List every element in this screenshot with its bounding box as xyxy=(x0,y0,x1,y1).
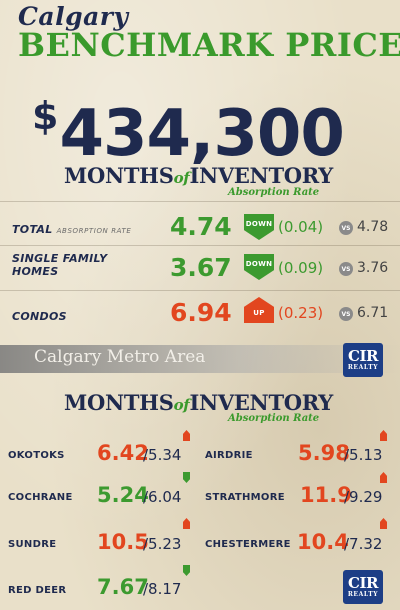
city-value-cochrane: 5.24 xyxy=(97,483,149,507)
city-title: Calgary xyxy=(18,2,129,31)
divider xyxy=(0,245,400,246)
metro-banner xyxy=(0,345,400,373)
city-previous-strathmore: /9.29 xyxy=(344,488,383,506)
divider xyxy=(0,290,400,291)
row-label-total: TOTAL ABSORPTION RATE xyxy=(12,223,131,238)
up-arrow-icon xyxy=(183,518,190,529)
up-arrow-icon xyxy=(183,430,190,441)
city-value-strathmore: 11.9 xyxy=(300,483,352,507)
city-value-airdrie: 5.98 xyxy=(298,441,350,465)
city-previous-chestermere: /7.32 xyxy=(344,535,383,553)
price-amount: 434,300 xyxy=(59,97,344,171)
logo-mark-bottom: CIR xyxy=(348,573,378,592)
down-arrow-icon xyxy=(183,565,190,576)
condos-value: 6.94 xyxy=(170,298,232,327)
single-family-previous: 3.76 xyxy=(357,260,389,276)
logo-mark: CIR xyxy=(348,346,378,365)
down-arrow-icon: DOWN xyxy=(244,254,274,280)
down-arrow-icon xyxy=(183,472,190,483)
benchmark-price-value: $434,300 xyxy=(32,76,345,174)
row-label-single-family: SINGLE FAMILY HOMES xyxy=(12,252,108,278)
cir-realty-logo-bottom: CIR REALTY xyxy=(343,570,383,604)
city-name-red-deer: RED DEER xyxy=(8,585,67,596)
city-name-airdrie: AIRDRIE xyxy=(205,450,253,461)
city-previous-cochrane: /6.04 xyxy=(143,488,182,506)
vs-icon: VS xyxy=(339,221,353,235)
city-name-chestermere: CHESTERMERE xyxy=(205,539,291,550)
price-dollar-sign: $ xyxy=(32,94,58,138)
section1-heading: MONTHSofINVENTORY xyxy=(64,163,333,188)
total-change: (0.04) xyxy=(278,218,324,236)
city-previous-airdrie: /5.13 xyxy=(344,446,383,464)
logo-sub: REALTY xyxy=(347,363,379,371)
city-value-chestermere: 10.4 xyxy=(297,530,349,554)
city-name-strathmore: STRATHMORE xyxy=(205,492,285,503)
city-name-okotoks: OKOTOKS xyxy=(8,450,65,461)
city-value-sundre: 10.5 xyxy=(97,530,149,554)
section1-subheading: Absorption Rate xyxy=(228,187,320,198)
vs-icon: VS xyxy=(339,262,353,276)
down-arrow-icon: DOWN xyxy=(244,214,274,240)
up-arrow-icon xyxy=(380,430,387,441)
up-arrow-icon: UP xyxy=(244,297,274,323)
logo-sub-bottom: REALTY xyxy=(347,590,379,598)
metro-area-label: Calgary Metro Area xyxy=(34,347,206,367)
row-label-total-small: ABSORPTION RATE xyxy=(56,227,132,235)
city-value-red-deer: 7.67 xyxy=(97,575,149,599)
city-name-cochrane: COCHRANE xyxy=(8,492,73,503)
total-value: 4.74 xyxy=(170,212,232,241)
condos-previous: 6.71 xyxy=(357,305,389,321)
city-value-okotoks: 6.42 xyxy=(97,441,149,465)
condos-change: (0.23) xyxy=(278,304,324,322)
divider xyxy=(0,201,400,202)
section1-heading-of: of xyxy=(173,169,190,187)
city-previous-red-deer: /8.17 xyxy=(143,580,182,598)
section2-heading: MONTHSofINVENTORY xyxy=(64,390,333,415)
row-label-condos: CONDOS xyxy=(12,310,67,323)
row-label-total-text: TOTAL xyxy=(12,223,53,236)
up-arrow-icon xyxy=(380,518,387,529)
section1-heading-months: MONTHS xyxy=(64,163,174,188)
city-name-sundre: SUNDRE xyxy=(8,539,57,550)
section1-heading-inventory: INVENTORY xyxy=(189,163,333,188)
section2-heading-inventory: INVENTORY xyxy=(189,390,333,415)
total-previous: 4.78 xyxy=(357,219,389,235)
vs-icon: VS xyxy=(339,307,353,321)
single-family-value: 3.67 xyxy=(170,253,232,282)
benchmark-price-title: BENCHMARK PRICE xyxy=(18,26,400,64)
section2-heading-of: of xyxy=(173,396,190,414)
cir-realty-logo: CIR REALTY xyxy=(343,343,383,377)
single-family-change: (0.09) xyxy=(278,259,324,277)
city-previous-sundre: /5.23 xyxy=(143,535,182,553)
up-arrow-icon xyxy=(380,472,387,483)
section2-heading-months: MONTHS xyxy=(64,390,174,415)
section2-subheading: Absorption Rate xyxy=(228,413,320,424)
city-previous-okotoks: /5.34 xyxy=(143,446,182,464)
